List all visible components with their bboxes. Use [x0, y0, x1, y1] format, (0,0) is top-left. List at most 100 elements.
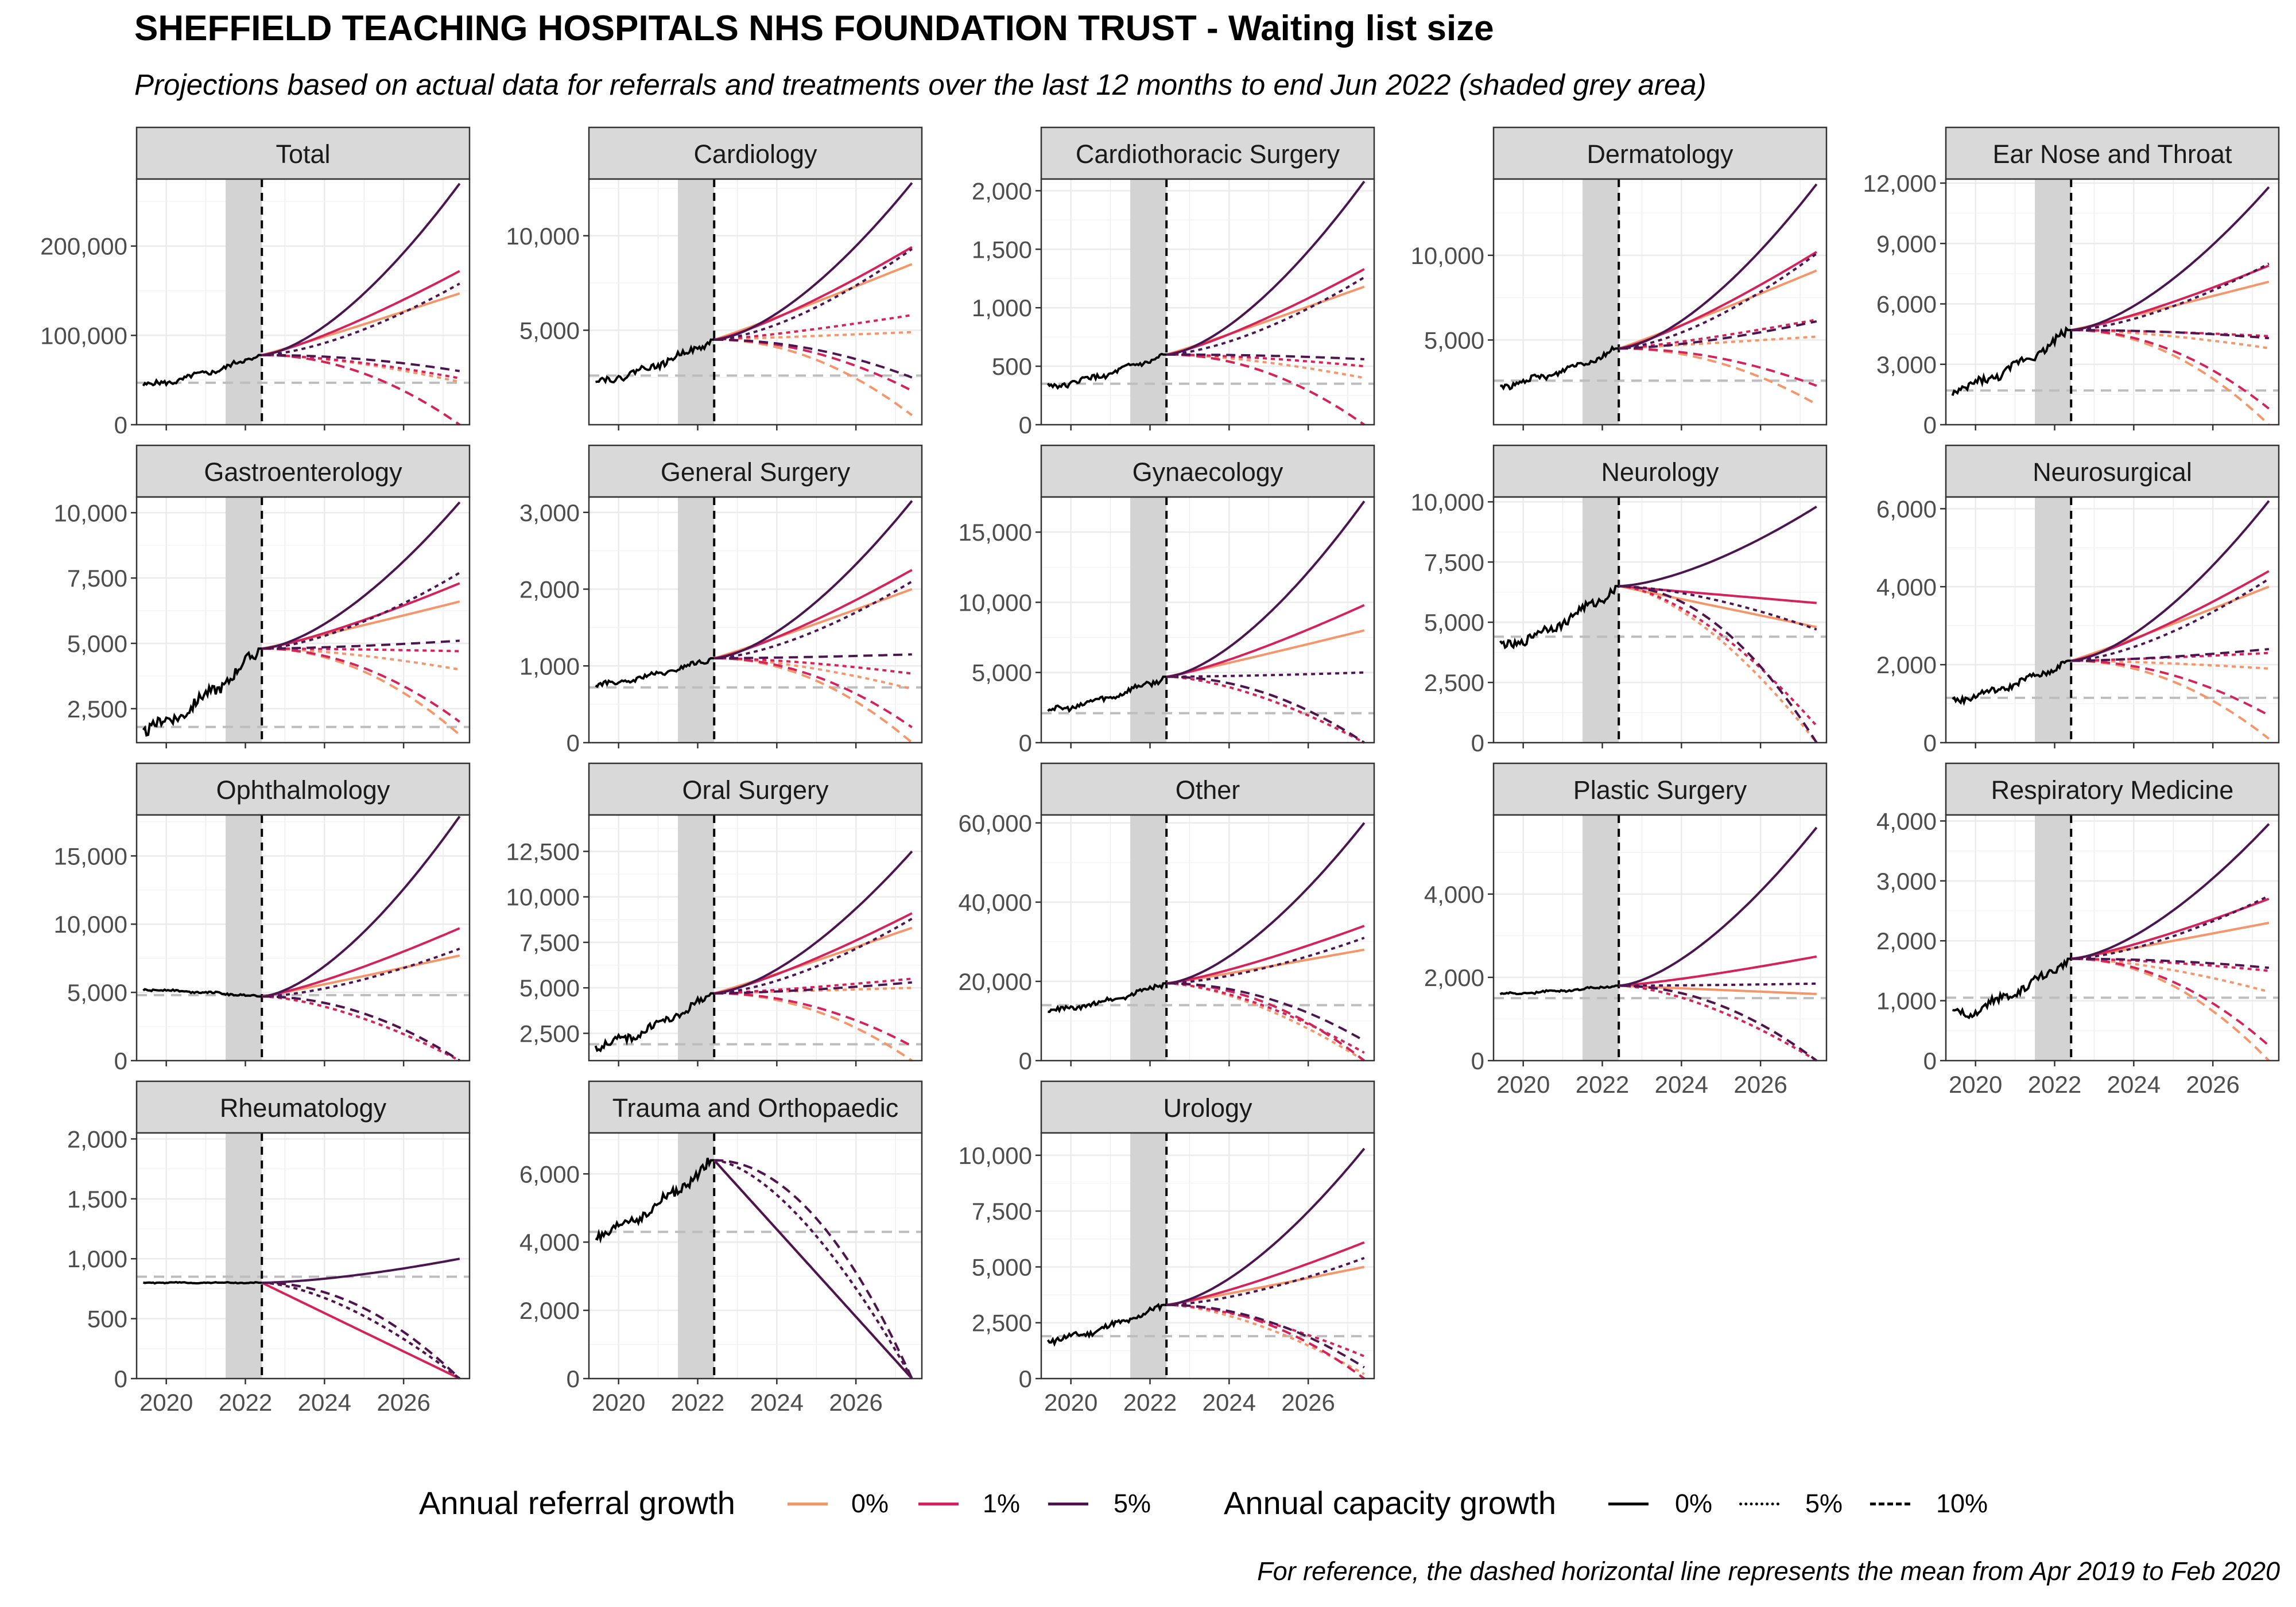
x-tick-label: 2024	[2107, 1071, 2161, 1098]
y-tick-label: 2,000	[519, 1297, 580, 1324]
projection-line-r5-c5	[1166, 1257, 1365, 1306]
panel-border	[588, 814, 923, 1062]
shaded-window	[1583, 815, 1619, 1061]
projection-line-r1-c0	[1166, 268, 1365, 356]
projection-line-r5-c0	[262, 183, 461, 356]
y-tick-label: 5,000	[519, 317, 580, 344]
y-tick-label: 10,000	[1411, 242, 1484, 269]
projection-line-r5-c5	[714, 248, 913, 341]
panel-oral-surgery: Oral Surgery 2,500 5,000 7,500 10,000 12,500	[506, 762, 923, 1066]
projection-line-r1-c10	[714, 992, 913, 1047]
history-line	[595, 1158, 715, 1244]
projection-line-r5-c0	[714, 500, 913, 659]
y-tick-label: 10,000	[54, 499, 127, 526]
legend-key-capacity-10	[1870, 1503, 1910, 1505]
projection-line-r5-c0	[2071, 500, 2270, 662]
projection-line-r5-c0	[262, 1257, 460, 1284]
panel-rheumatology: Rheumatology 0 500 1,000 1,500 2,000 2020 2022 2…	[67, 1080, 471, 1416]
projection-line-r5-c0	[1166, 1147, 1366, 1306]
y-tick-label: 2,000	[1876, 651, 1937, 678]
panel-dermatology: Dermatology 5,000 10,000	[1411, 126, 1828, 430]
projection-line-r1-c5	[262, 995, 460, 1062]
panel-cardiology: Cardiology 5,000 10,000	[506, 126, 923, 430]
x-tick-label: 2020	[139, 1389, 193, 1416]
facet-title: Cardiology	[693, 139, 817, 169]
history-line	[594, 992, 715, 1053]
projection-line-r1-c10	[1619, 347, 1817, 387]
panel-other: Other 0 20,000 40,000 60,000	[959, 762, 1375, 1074]
y-tick-label: 2,000	[519, 576, 580, 603]
y-tick-label: 2,500	[519, 1020, 580, 1047]
history-line	[1952, 659, 2072, 707]
x-tick-label: 2022	[2028, 1071, 2081, 1098]
facet-title: Urology	[1163, 1093, 1252, 1123]
y-tick-label: 5,000	[67, 630, 127, 657]
projection-line-r0-c0	[1618, 269, 1817, 350]
y-tick-label: 100,000	[40, 322, 127, 349]
facet-title: Dermatology	[1587, 139, 1733, 169]
legend-key-capacity-5	[1739, 1503, 1779, 1505]
projection-line-r5-c0	[1166, 822, 1366, 985]
panel-border	[588, 1132, 923, 1380]
y-tick-label: 1,000	[519, 653, 580, 680]
facet-title: Gynaecology	[1133, 457, 1283, 487]
x-tick-label: 2022	[1576, 1071, 1629, 1098]
projection-line-r5-c0	[713, 1159, 913, 1380]
y-tick-label: 0	[114, 1047, 127, 1074]
y-tick-label: 0	[1019, 729, 1032, 756]
facet-title: Ophthalmology	[216, 775, 390, 805]
y-tick-label: 0	[1471, 1047, 1484, 1074]
x-tick-label: 2022	[671, 1389, 724, 1416]
projection-line-r5-c5	[262, 572, 460, 650]
y-tick-label: 4,000	[1876, 808, 1937, 834]
projection-line-r5-c5	[1619, 585, 1817, 631]
y-tick-label: 10,000	[959, 589, 1032, 616]
panel-background	[1946, 179, 2279, 425]
panel-border	[1945, 496, 2280, 744]
projection-line-r5-c10	[262, 1282, 461, 1380]
y-tick-label: 15,000	[959, 519, 1032, 546]
panel-neurology: Neurology 0 2,500 5,000 7,500 10,000	[1411, 444, 1828, 756]
projection-line-r5-c5	[2071, 895, 2270, 960]
facet-strip	[1040, 444, 1375, 498]
history-line	[1951, 326, 2072, 396]
history-line	[142, 988, 262, 998]
y-tick-label: 4,000	[1876, 573, 1937, 600]
projection-line-r5-c5	[714, 580, 913, 659]
facet-title: Total	[276, 139, 330, 169]
panel-urology: Urology 0 2,500 5,000 7,500 10,000 2020 2022 202…	[959, 1080, 1375, 1416]
legend-key-capacity-0	[1608, 1503, 1649, 1505]
y-tick-label: 10,000	[506, 884, 580, 911]
y-tick-label: 40,000	[959, 889, 1032, 916]
projection-line-r5-c10	[2071, 648, 2269, 662]
projection-line-r1-c5	[1166, 982, 1365, 1054]
projection-line-r1-c0	[261, 582, 460, 650]
shaded-window	[1583, 497, 1619, 743]
panel-gastroenterology: Gastroenterology 2,500 5,000 7,500 10,000	[54, 444, 471, 748]
x-tick-label: 2024	[298, 1389, 351, 1416]
panel-background	[1946, 815, 2279, 1061]
y-tick-label: 7,500	[519, 929, 580, 956]
y-tick-label: 10,000	[959, 1142, 1032, 1169]
panel-background	[1494, 815, 1826, 1061]
y-tick-label: 60,000	[959, 810, 1032, 837]
projection-line-r5-c10	[1619, 320, 1817, 350]
projection-line-r5-c5	[1166, 671, 1364, 678]
y-tick-label: 5,000	[67, 979, 127, 1006]
x-tick-label: 2020	[1496, 1071, 1550, 1098]
facet-title: Oral Surgery	[682, 775, 829, 805]
y-tick-label: 4,000	[1424, 881, 1484, 908]
shaded-window	[226, 497, 262, 743]
projection-line-r1-c10	[2071, 659, 2270, 717]
panel-background	[1041, 815, 1374, 1061]
y-tick-label: 500	[87, 1306, 127, 1333]
history-line	[1500, 345, 1619, 391]
history-line	[142, 1280, 262, 1285]
y-tick-label: 1,500	[67, 1186, 127, 1213]
panel-background	[589, 815, 922, 1061]
panel-border	[1040, 814, 1375, 1062]
x-tick-label: 2026	[829, 1389, 882, 1416]
projection-line-r5-c5	[1166, 937, 1365, 985]
y-tick-label: 7,500	[67, 565, 127, 592]
panel-background	[589, 179, 922, 425]
